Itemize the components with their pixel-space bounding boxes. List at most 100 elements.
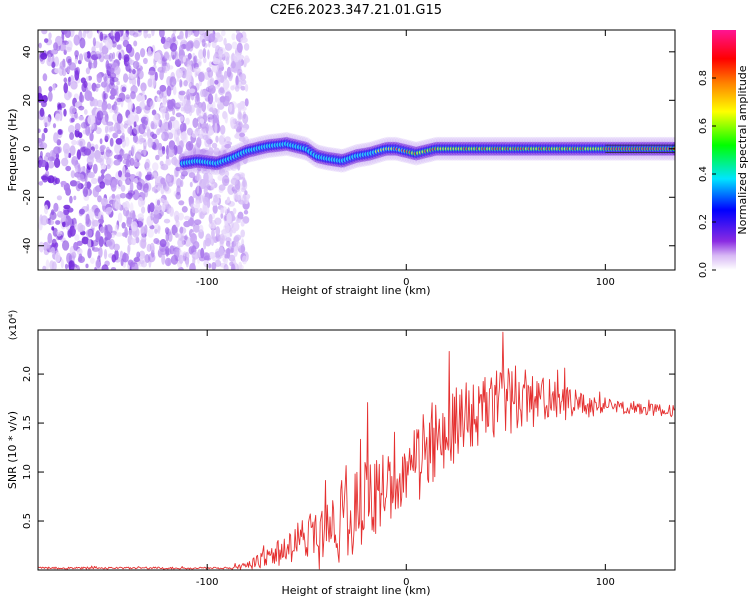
noise-speckle [170, 49, 177, 60]
x-tick-label: 0 [403, 577, 409, 588]
noise-speckle [38, 181, 43, 186]
noise-speckle [116, 122, 124, 131]
noise-speckle [184, 215, 191, 221]
noise-speckle [56, 102, 61, 109]
noise-speckle [47, 232, 53, 244]
noise-speckle [227, 201, 235, 207]
noise-speckle [177, 238, 185, 248]
noise-speckle [202, 204, 208, 213]
noise-speckle [155, 154, 160, 161]
noise-speckle [219, 96, 226, 103]
noise-speckle [38, 241, 45, 253]
noise-speckle [188, 172, 196, 179]
noise-speckle [165, 174, 170, 184]
spectrogram-x-axis-label: Height of straight line (km) [281, 284, 430, 297]
noise-speckle [159, 84, 167, 92]
noise-speckle [51, 261, 57, 270]
noise-speckle [80, 145, 86, 153]
noise-speckle [231, 61, 236, 69]
noise-speckle [109, 126, 117, 132]
noise-speckle [129, 202, 134, 214]
noise-speckle [131, 77, 137, 87]
noise-speckle [114, 200, 121, 210]
noise-speckle [44, 244, 47, 251]
x-tick-label: -100 [196, 277, 219, 288]
noise-speckle [233, 246, 238, 257]
noise-speckle [240, 85, 246, 91]
noise-speckle [222, 175, 230, 187]
noise-speckle [143, 30, 148, 39]
noise-speckle [231, 227, 237, 234]
noise-speckle [204, 136, 210, 148]
noise-speckle [173, 120, 180, 131]
noise-speckle [220, 212, 224, 219]
noise-speckle [173, 210, 180, 222]
noise-speckle [236, 102, 243, 109]
noise-speckle [211, 40, 217, 49]
noise-speckle [219, 134, 226, 142]
noise-speckle [203, 260, 210, 268]
noise-speckle [230, 177, 238, 186]
noise-speckle [116, 44, 122, 50]
noise-speckle [90, 257, 95, 265]
noise-speckle [214, 217, 222, 225]
noise-speckle [78, 94, 85, 103]
noise-speckle [170, 254, 179, 265]
noise-speckle [125, 177, 132, 186]
noise-speckle [114, 31, 121, 43]
noise-speckle [51, 238, 57, 248]
noise-speckle [242, 216, 250, 224]
noise-speckle [130, 221, 138, 232]
snr-series-line [38, 331, 675, 570]
noise-speckle [132, 189, 140, 201]
noise-speckle [151, 245, 155, 254]
noise-speckle [178, 200, 185, 206]
noise-speckle [191, 207, 199, 214]
snr-x-axis-label: Height of straight line (km) [281, 584, 430, 597]
noise-speckle [200, 89, 205, 98]
noise-speckle [122, 32, 128, 40]
noise-speckle [163, 218, 171, 224]
noise-speckle [212, 224, 216, 229]
noise-speckle [143, 139, 147, 150]
noise-speckle [223, 70, 228, 80]
noise-speckle [229, 116, 235, 126]
noise-speckle [185, 256, 189, 268]
noise-speckle [48, 86, 53, 92]
noise-speckle [208, 33, 216, 42]
noise-speckle [115, 138, 123, 145]
noise-speckle [69, 145, 76, 156]
noise-speckle [64, 30, 71, 38]
noise-speckle [161, 146, 166, 155]
spectrogram-frame [37, 29, 676, 271]
noise-speckle [240, 37, 248, 44]
noise-speckle [111, 41, 117, 48]
noise-speckle [119, 192, 127, 199]
noise-speckle [198, 71, 205, 83]
noise-speckle [74, 50, 79, 58]
noise-speckle [100, 197, 108, 206]
noise-speckle [132, 60, 140, 69]
noise-speckle [191, 251, 200, 260]
noise-speckle [192, 117, 199, 128]
noise-speckle [57, 146, 62, 154]
noise-speckle [153, 215, 159, 225]
noise-speckle [108, 238, 116, 250]
noise-speckle [94, 51, 101, 57]
noise-speckle [61, 157, 69, 167]
noise-speckle [56, 230, 62, 237]
noise-speckle [217, 174, 224, 181]
noise-speckle [159, 69, 164, 81]
noise-speckle [112, 132, 118, 139]
noise-speckle [99, 181, 106, 189]
noise-speckle [151, 186, 156, 192]
colorbar-tick-label: 0.4 [698, 166, 709, 182]
noise-speckle [112, 52, 116, 60]
noise-speckle [114, 224, 119, 232]
noise-speckle [134, 151, 142, 162]
noise-speckle [100, 169, 106, 175]
noise-speckle [43, 127, 48, 134]
noise-speckle [51, 61, 56, 69]
noise-speckle [94, 144, 99, 150]
snr-frame [37, 329, 676, 571]
